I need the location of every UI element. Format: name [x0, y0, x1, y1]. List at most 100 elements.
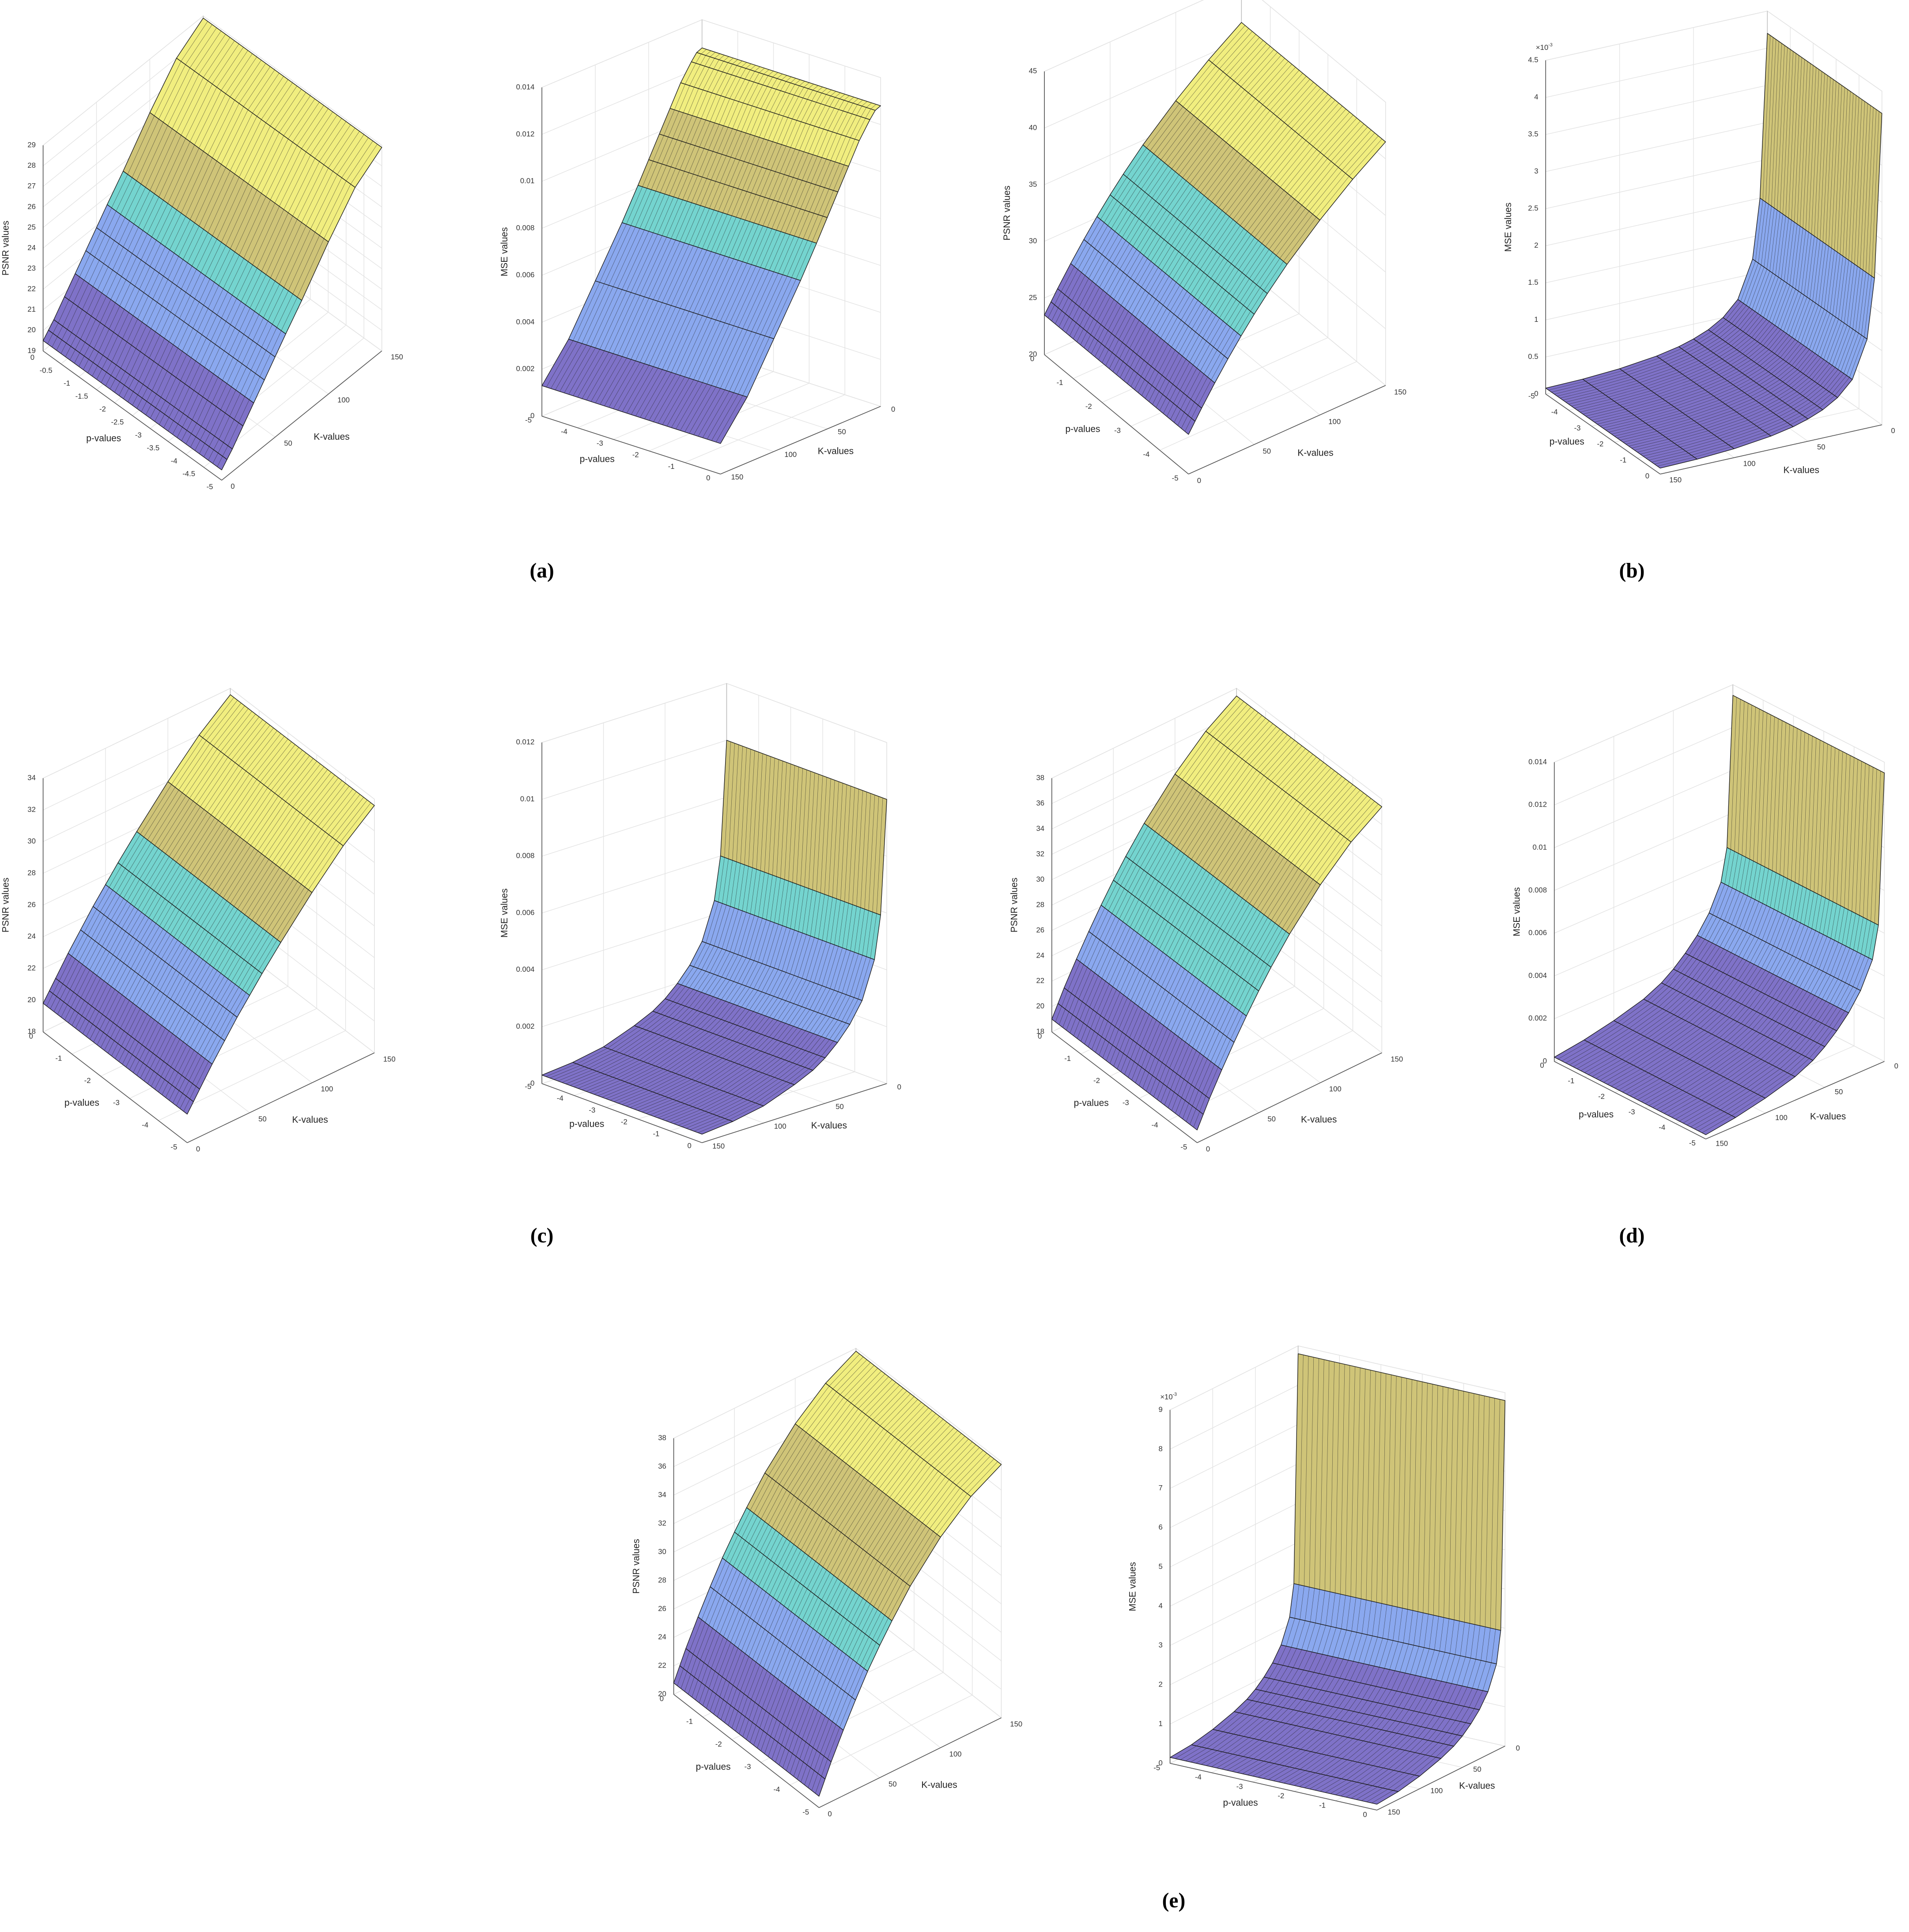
mesh-line: [1185, 1357, 1314, 1761]
mesh-line: [52, 24, 212, 347]
z-tick-label: 0: [530, 411, 534, 420]
mesh-line: [1611, 724, 1790, 1087]
mesh-line: [1588, 63, 1811, 419]
p-axis-label: p-values: [1074, 1098, 1109, 1108]
k-tick-label: 50: [835, 1102, 844, 1111]
mesh-line: [1573, 705, 1752, 1067]
mesh-line: [1614, 726, 1794, 1089]
mesh-line: [1066, 40, 1263, 333]
k-tick-label: 150: [1716, 1140, 1728, 1148]
mesh-line: [686, 793, 871, 1128]
grid-line: [1170, 1581, 1298, 1646]
k-tick-label: 100: [774, 1122, 786, 1131]
mesh-line: [1237, 1369, 1366, 1773]
mesh-line: [779, 1433, 962, 1766]
mesh-line: [674, 789, 859, 1124]
mesh-line: [172, 794, 360, 1103]
grid-line: [1732, 684, 1885, 763]
mesh-line: [699, 1371, 882, 1703]
z-tick-label: 18: [27, 1027, 36, 1036]
z-tick-label: 26: [658, 1604, 666, 1613]
mesh-line: [1366, 1398, 1495, 1802]
mesh-line: [1548, 35, 1771, 390]
mesh-line: [1172, 787, 1357, 1111]
mesh-line: [626, 771, 811, 1106]
mesh-line: [1081, 718, 1266, 1041]
z-tick-label: 3: [1534, 167, 1538, 175]
grid-line: [1554, 770, 1733, 848]
mesh-line: [1304, 1384, 1433, 1788]
axis-line: [1660, 424, 1882, 475]
mesh-line: [118, 753, 306, 1062]
mesh-line: [75, 719, 263, 1029]
grid-line: [1298, 1345, 1505, 1393]
grid-line: [541, 683, 727, 743]
mesh-line: [1603, 720, 1782, 1083]
p-tick-label: 0: [1645, 472, 1649, 480]
mesh-line: [1626, 732, 1805, 1094]
z-axis-label: PSNR values: [1009, 878, 1020, 932]
axis-line: [1554, 1061, 1706, 1140]
mesh-line: [1142, 765, 1328, 1089]
mesh-line: [1099, 732, 1284, 1056]
mesh-line: [750, 1410, 933, 1743]
mesh-line: [646, 778, 831, 1114]
mesh-line: [690, 795, 875, 1130]
p-tick-label: -4: [142, 1121, 148, 1129]
mesh-line: [1654, 109, 1877, 464]
mesh-line: [702, 799, 887, 1135]
panel-label: (d): [1619, 1224, 1644, 1247]
z-tick-label: 34: [1036, 824, 1044, 833]
grid-line: [1546, 48, 1768, 98]
z-tick-label: 25: [27, 223, 36, 231]
p-tick-label: -5: [1172, 474, 1179, 483]
mesh-line: [1124, 751, 1310, 1075]
mesh-line: [86, 728, 274, 1037]
mesh-line: [92, 53, 253, 377]
mesh-line: [671, 90, 832, 428]
p-tick-label: -4: [1195, 1773, 1202, 1781]
mesh-line: [1565, 701, 1745, 1063]
surface-chart: -5 -4 -3 -2 -1 0 0 50 100 150 18 20 22 24 26 28 30 32 34 36…: [1009, 687, 1403, 1153]
p-tick-label: -4: [773, 1785, 780, 1794]
k-tick-label: 150: [391, 353, 403, 361]
mesh-line: [1263, 1374, 1391, 1779]
mesh-line: [64, 711, 252, 1020]
p-tick-label: -4: [1152, 1121, 1158, 1129]
mesh-line: [1583, 59, 1805, 415]
z-tick-label: 36: [658, 1462, 666, 1470]
mesh-line: [195, 128, 355, 451]
mesh-line: [702, 100, 863, 438]
mesh-line: [199, 131, 360, 454]
p-tick-label: -3: [1114, 426, 1121, 434]
z-tick-label: 22: [27, 964, 36, 972]
mesh-line: [1569, 703, 1748, 1065]
mesh-line: [145, 92, 306, 415]
mesh-line: [640, 79, 801, 418]
mesh-line: [119, 73, 280, 396]
mesh-line: [775, 1430, 958, 1762]
k-tick-label: 100: [784, 450, 797, 459]
p-tick-label: -5: [1689, 1139, 1696, 1147]
mesh-line: [558, 746, 743, 1081]
mesh-line: [1080, 52, 1278, 345]
mesh-line: [764, 1422, 947, 1754]
z-tick-label: 1: [1534, 315, 1538, 324]
panel-label: (a): [530, 559, 554, 582]
grid-line: [1262, 0, 1386, 103]
k-tick-label: 0: [1197, 476, 1201, 485]
z-tick-label: 29: [27, 141, 36, 149]
mesh-line: [1098, 67, 1296, 360]
mesh-line: [1284, 1379, 1412, 1784]
mesh-line: [666, 88, 828, 426]
z-tick-label: 0.004: [516, 965, 535, 974]
mesh-line: [110, 66, 271, 389]
mesh-line: [1182, 795, 1368, 1119]
mesh-line: [593, 759, 779, 1094]
mesh-line: [115, 750, 302, 1059]
mesh-line: [622, 74, 783, 412]
mesh-line: [1584, 711, 1764, 1073]
mesh-line: [90, 730, 277, 1040]
mesh-line: [541, 48, 702, 386]
p-tick-label: -5: [802, 1808, 809, 1816]
